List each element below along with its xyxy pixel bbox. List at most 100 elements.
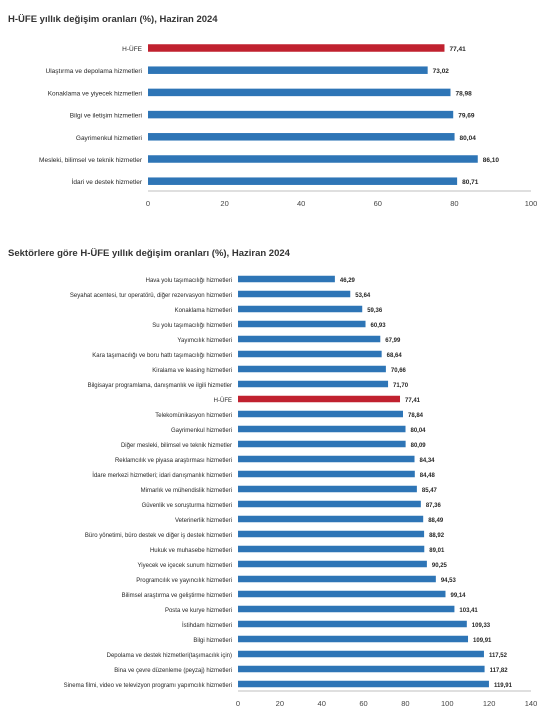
category-label: Bilgi ve iletişim hizmetleri xyxy=(70,113,142,120)
category-label: Veterinerlik hizmetleri xyxy=(175,518,232,524)
bar xyxy=(238,425,406,433)
category-label: Yiyecek ve içecek sunum hizmetleri xyxy=(138,563,232,569)
x-tick-label: 0 xyxy=(236,699,240,708)
value-label: 84,48 xyxy=(420,473,436,479)
bar xyxy=(238,635,469,643)
bar xyxy=(238,665,485,673)
category-label: Kiralama ve leasing hizmetleri xyxy=(152,368,232,374)
category-label: Su yolu taşımacılığı hizmetleri xyxy=(152,323,232,329)
value-label: 103,41 xyxy=(459,608,478,614)
value-label: 88,92 xyxy=(429,533,445,539)
x-tick-label: 40 xyxy=(318,699,326,708)
category-label: Konaklama ve yiyecek hizmetleri xyxy=(48,90,142,97)
bar-highlight xyxy=(148,44,445,52)
category-label: Programcılık ve yayıncılık hizmetleri xyxy=(136,578,232,584)
value-label: 70,66 xyxy=(391,368,407,374)
category-label: Posta ve kurye hizmetleri xyxy=(165,608,232,614)
bar xyxy=(238,545,425,553)
bar xyxy=(238,365,386,373)
category-label: Hukuk ve muhasebe hizmetleri xyxy=(150,548,232,554)
category-label: Depolama ve destek hizmetleri(taşımacılı… xyxy=(107,653,232,659)
category-label: Hava yolu taşımacılığı hizmetleri xyxy=(146,278,232,284)
value-label: 109,33 xyxy=(472,623,491,629)
value-label: 89,01 xyxy=(429,548,445,554)
category-label: Mesleki, bilimsel ve teknik hizmetler xyxy=(39,157,143,164)
bar xyxy=(238,605,455,613)
bar xyxy=(238,560,427,568)
bar xyxy=(238,305,363,313)
value-label: 86,10 xyxy=(483,157,500,164)
value-label: 67,99 xyxy=(385,338,401,344)
category-label: Gayrimenkul hizmetleri xyxy=(171,428,232,434)
value-label: 84,34 xyxy=(420,458,436,464)
value-label: 88,49 xyxy=(428,518,444,524)
bar xyxy=(148,177,458,185)
value-label: 78,98 xyxy=(455,90,472,97)
value-label: 99,14 xyxy=(450,593,466,599)
value-label: 80,71 xyxy=(462,179,479,186)
x-tick-label: 80 xyxy=(450,199,458,208)
value-label: 59,36 xyxy=(367,308,383,314)
bar xyxy=(148,88,451,97)
value-label: 80,04 xyxy=(460,135,477,142)
value-label: 71,70 xyxy=(393,383,409,389)
bar xyxy=(238,275,335,283)
value-label: 80,09 xyxy=(411,443,427,449)
x-tick-label: 60 xyxy=(374,199,382,208)
x-tick-label: 120 xyxy=(483,699,496,708)
value-label: 117,52 xyxy=(489,653,508,659)
category-label: Bina ve çevre düzenleme (peyzaj) hizmetl… xyxy=(114,668,232,674)
category-label: İstihdam hizmetleri xyxy=(182,622,232,629)
category-label: Telekomünikasyon hizmetleri xyxy=(155,413,232,419)
value-label: 90,25 xyxy=(432,563,448,569)
category-label: İdare merkezi hizmetleri; idari danışman… xyxy=(92,472,232,479)
x-tick-label: 20 xyxy=(276,699,284,708)
chart-1-title: H-ÜFE yıllık değişim oranları (%), Hazir… xyxy=(8,14,218,25)
value-label: 85,47 xyxy=(422,488,438,494)
category-label: Sinema filmi, video ve televizyon progra… xyxy=(64,683,232,689)
value-label: 46,29 xyxy=(340,278,356,284)
bar xyxy=(238,410,404,418)
value-label: 77,41 xyxy=(449,46,466,53)
category-label: Güvenlik ve soruşturma hizmetleri xyxy=(142,503,232,509)
category-label: Büro yönetimi, büro destek ve diğer iş d… xyxy=(85,533,232,539)
category-label: İdari ve destek hizmetler xyxy=(72,177,143,186)
category-label: Bilgi hizmetleri xyxy=(193,638,232,644)
bar xyxy=(238,320,366,328)
category-label: H-ÜFE xyxy=(214,397,232,404)
bar xyxy=(148,155,478,163)
category-label: Reklamcılık ve piyasa araştırması hizmet… xyxy=(115,458,232,464)
value-label: 117,82 xyxy=(490,668,509,674)
value-label: 53,64 xyxy=(355,293,371,299)
chart-1-plot: H-ÜFE 77,41 Ulaştırma ve depolama hizmetle… xyxy=(39,44,538,208)
x-tick-label: 100 xyxy=(525,199,538,208)
bar xyxy=(148,133,455,141)
bar xyxy=(238,650,484,658)
bar xyxy=(238,575,436,583)
category-label: Kara taşımacılığı ve boru hattı taşımacı… xyxy=(92,353,232,359)
x-tick-label: 100 xyxy=(441,699,454,708)
bar xyxy=(238,290,351,298)
bar xyxy=(238,590,446,598)
category-label: Diğer mesleki, bilimsel ve teknik hizmet… xyxy=(121,443,232,449)
value-label: 60,93 xyxy=(371,323,387,329)
bar xyxy=(238,440,406,448)
category-label: Yayımcılık hizmetleri xyxy=(177,338,232,344)
x-tick-label: 40 xyxy=(297,199,305,208)
bar xyxy=(238,350,382,358)
x-tick-label: 0 xyxy=(146,199,150,208)
bar xyxy=(238,500,421,508)
value-label: 119,91 xyxy=(494,683,513,689)
category-label: Gayrimenkul hizmetleri xyxy=(76,135,142,142)
chart-2-title: Sektörlere göre H-ÜFE yıllık değişim ora… xyxy=(8,248,290,259)
category-label: Bilimsel araştırma ve geliştirme hizmetl… xyxy=(122,593,232,599)
value-label: 79,69 xyxy=(458,113,475,120)
bar xyxy=(238,335,381,343)
value-label: 77,41 xyxy=(405,398,421,404)
category-label: Mimarlık ve mühendislik hizmetleri xyxy=(141,488,232,494)
value-label: 68,64 xyxy=(387,353,403,359)
x-tick-label: 60 xyxy=(359,699,367,708)
x-tick-label: 140 xyxy=(525,699,538,708)
bar xyxy=(238,455,415,463)
bar xyxy=(148,66,428,74)
